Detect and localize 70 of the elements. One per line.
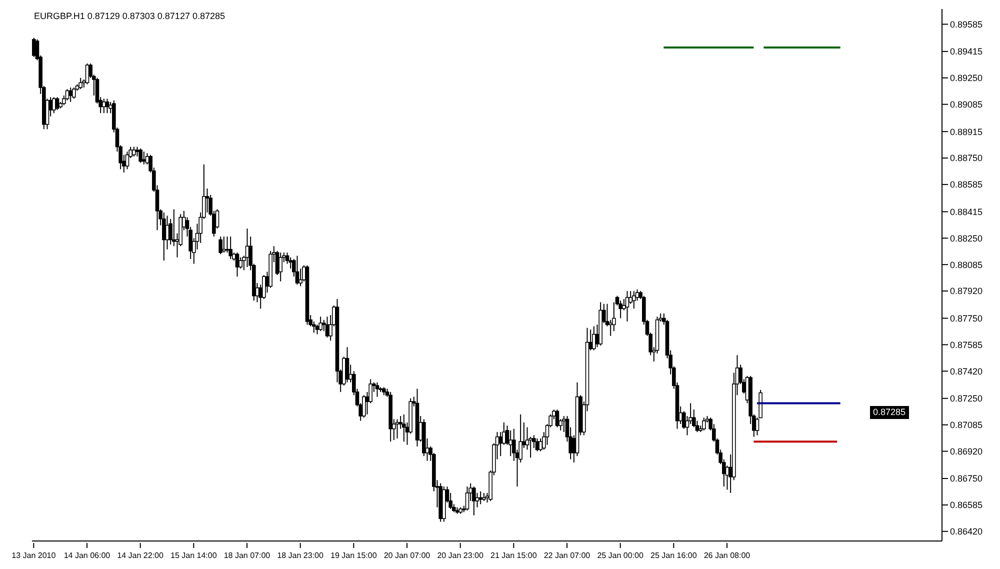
- candlestick: [508, 430, 512, 457]
- y-tick-label: 0.86420: [950, 526, 983, 537]
- y-tick-label: 0.88250: [950, 233, 983, 244]
- y-tick-label: 0.87750: [950, 313, 983, 324]
- candlestick: [205, 188, 210, 214]
- candlestick: [632, 290, 636, 310]
- candlestick: [285, 252, 290, 264]
- candlestick: [375, 382, 380, 398]
- y-tick-label: 0.89085: [950, 100, 983, 110]
- x-tick-label: 22 Jan 07:00: [544, 551, 591, 560]
- candlestick: [72, 87, 76, 100]
- candlestick: [125, 151, 130, 170]
- candlestick: [318, 316, 322, 332]
- y-tick-label: 0.88915: [950, 126, 983, 137]
- candlestick: [592, 326, 596, 351]
- y-tick-label: 0.86920: [950, 446, 983, 456]
- candlestick: [138, 148, 142, 164]
- x-tick-label: 14 Jan 06:00: [64, 551, 111, 560]
- x-tick-label: 14 Jan 22:00: [117, 551, 164, 560]
- y-tick-label: 0.88750: [950, 153, 983, 164]
- x-tick-label: 15 Jan 14:00: [170, 551, 218, 560]
- candlestick: [228, 236, 232, 260]
- x-tick-label: 20 Jan 07:00: [384, 551, 431, 560]
- candlestick: [608, 319, 612, 336]
- candlestick: [472, 486, 476, 516]
- candlestick: [465, 486, 470, 512]
- candlestick: [298, 268, 302, 287]
- x-tick-label: 13 Jan 2010: [12, 551, 56, 560]
- x-tick-label: 19 Jan 15:00: [330, 551, 378, 560]
- candlestick: [32, 37, 36, 58]
- candlestick: [222, 236, 226, 254]
- candlestick: [702, 417, 706, 431]
- candlestick: [68, 87, 72, 102]
- x-tick-label: 18 Jan 23:00: [277, 551, 324, 560]
- candlestick: [618, 300, 622, 319]
- y-tick-label: 0.87085: [950, 420, 983, 430]
- y-tick-label: 0.86585: [950, 500, 983, 510]
- candlestick: [362, 394, 366, 418]
- candlestick: [278, 252, 282, 282]
- candlestick: [628, 290, 632, 304]
- candlestick: [78, 77, 82, 90]
- candlestick: [162, 212, 166, 262]
- annotation: 0.87285: [870, 406, 909, 419]
- y-tick-label: 0.87585: [950, 340, 983, 350]
- candlestick: [402, 414, 406, 442]
- y-tick-label: 0.88085: [950, 260, 983, 270]
- chart-title: EURGBP.H1 0.87129 0.87303 0.87127 0.87285: [34, 11, 225, 21]
- x-tick-label: 25 Jan 00:00: [597, 551, 644, 560]
- x-tick-label: 25 Jan 16:00: [650, 551, 698, 560]
- candlestick: [218, 236, 222, 255]
- candlestick: [52, 96, 56, 114]
- x-tick-label: 18 Jan 07:00: [224, 551, 271, 560]
- candlestick: [132, 146, 136, 157]
- y-tick-label: 0.89585: [950, 19, 983, 30]
- candlestick: [142, 151, 146, 165]
- y-tick-label: 0.88415: [950, 206, 983, 217]
- y-tick-label: 0.87920: [950, 286, 983, 296]
- x-tick-label: 21 Jan 15:00: [490, 551, 538, 560]
- y-tick-label: 0.89415: [950, 46, 983, 57]
- y-tick-label: 0.88585: [950, 180, 983, 190]
- candlestick: [238, 256, 242, 270]
- x-tick-label: 20 Jan 23:00: [437, 551, 484, 560]
- y-tick-label: 0.87420: [950, 366, 983, 376]
- x-tick-label: 26 Jan 08:00: [704, 551, 751, 560]
- y-tick-label: 0.86750: [950, 474, 983, 484]
- y-tick-label: 0.87250: [950, 394, 983, 404]
- y-tick-label: 0.89250: [950, 73, 983, 84]
- candlestick: [102, 98, 106, 114]
- candlestick: [288, 256, 292, 270]
- candlestick: [498, 432, 502, 457]
